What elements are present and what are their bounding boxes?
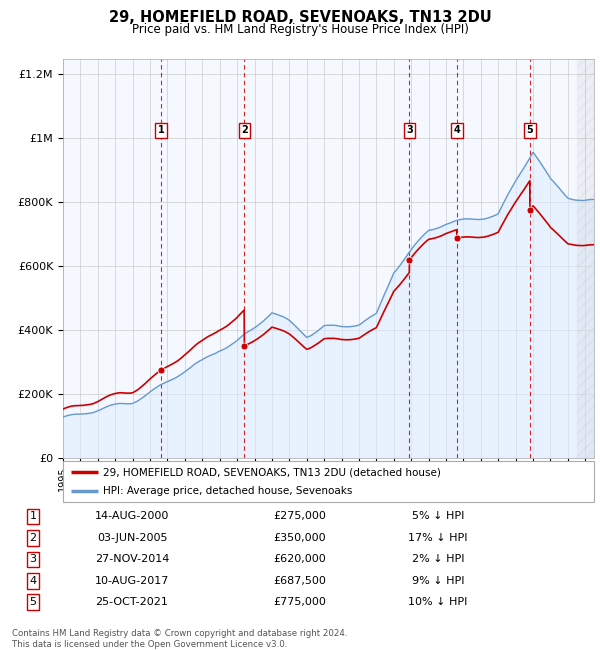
FancyBboxPatch shape [63,462,594,502]
Text: 2: 2 [29,533,37,543]
Text: 14-AUG-2000: 14-AUG-2000 [95,512,169,521]
Text: Price paid vs. HM Land Registry's House Price Index (HPI): Price paid vs. HM Land Registry's House … [131,23,469,36]
Text: £350,000: £350,000 [274,533,326,543]
Text: Contains HM Land Registry data © Crown copyright and database right 2024.
This d: Contains HM Land Registry data © Crown c… [12,629,347,649]
Text: HPI: Average price, detached house, Sevenoaks: HPI: Average price, detached house, Seve… [103,486,352,496]
Text: 1: 1 [29,512,37,521]
Text: 10-AUG-2017: 10-AUG-2017 [95,576,169,586]
Text: £687,500: £687,500 [274,576,326,586]
Text: 3: 3 [29,554,37,564]
Text: £620,000: £620,000 [274,554,326,564]
Text: 27-NOV-2014: 27-NOV-2014 [95,554,169,564]
Bar [577,58,594,458]
Text: 4: 4 [29,576,37,586]
Text: 25-OCT-2021: 25-OCT-2021 [95,597,169,607]
Text: 03-JUN-2005: 03-JUN-2005 [97,533,167,543]
Text: 2: 2 [241,125,248,135]
Text: 3: 3 [406,125,413,135]
Text: 5: 5 [527,125,533,135]
Text: 9% ↓ HPI: 9% ↓ HPI [412,576,464,586]
Text: 10% ↓ HPI: 10% ↓ HPI [409,597,467,607]
Text: 2% ↓ HPI: 2% ↓ HPI [412,554,464,564]
Text: £775,000: £775,000 [274,597,326,607]
Text: 5: 5 [29,597,37,607]
Text: 4: 4 [454,125,460,135]
Text: 29, HOMEFIELD ROAD, SEVENOAKS, TN13 2DU (detached house): 29, HOMEFIELD ROAD, SEVENOAKS, TN13 2DU … [103,467,440,477]
Text: 29, HOMEFIELD ROAD, SEVENOAKS, TN13 2DU: 29, HOMEFIELD ROAD, SEVENOAKS, TN13 2DU [109,10,491,25]
Text: 1: 1 [157,125,164,135]
Text: 5% ↓ HPI: 5% ↓ HPI [412,512,464,521]
Text: £275,000: £275,000 [274,512,326,521]
Text: 17% ↓ HPI: 17% ↓ HPI [408,533,468,543]
